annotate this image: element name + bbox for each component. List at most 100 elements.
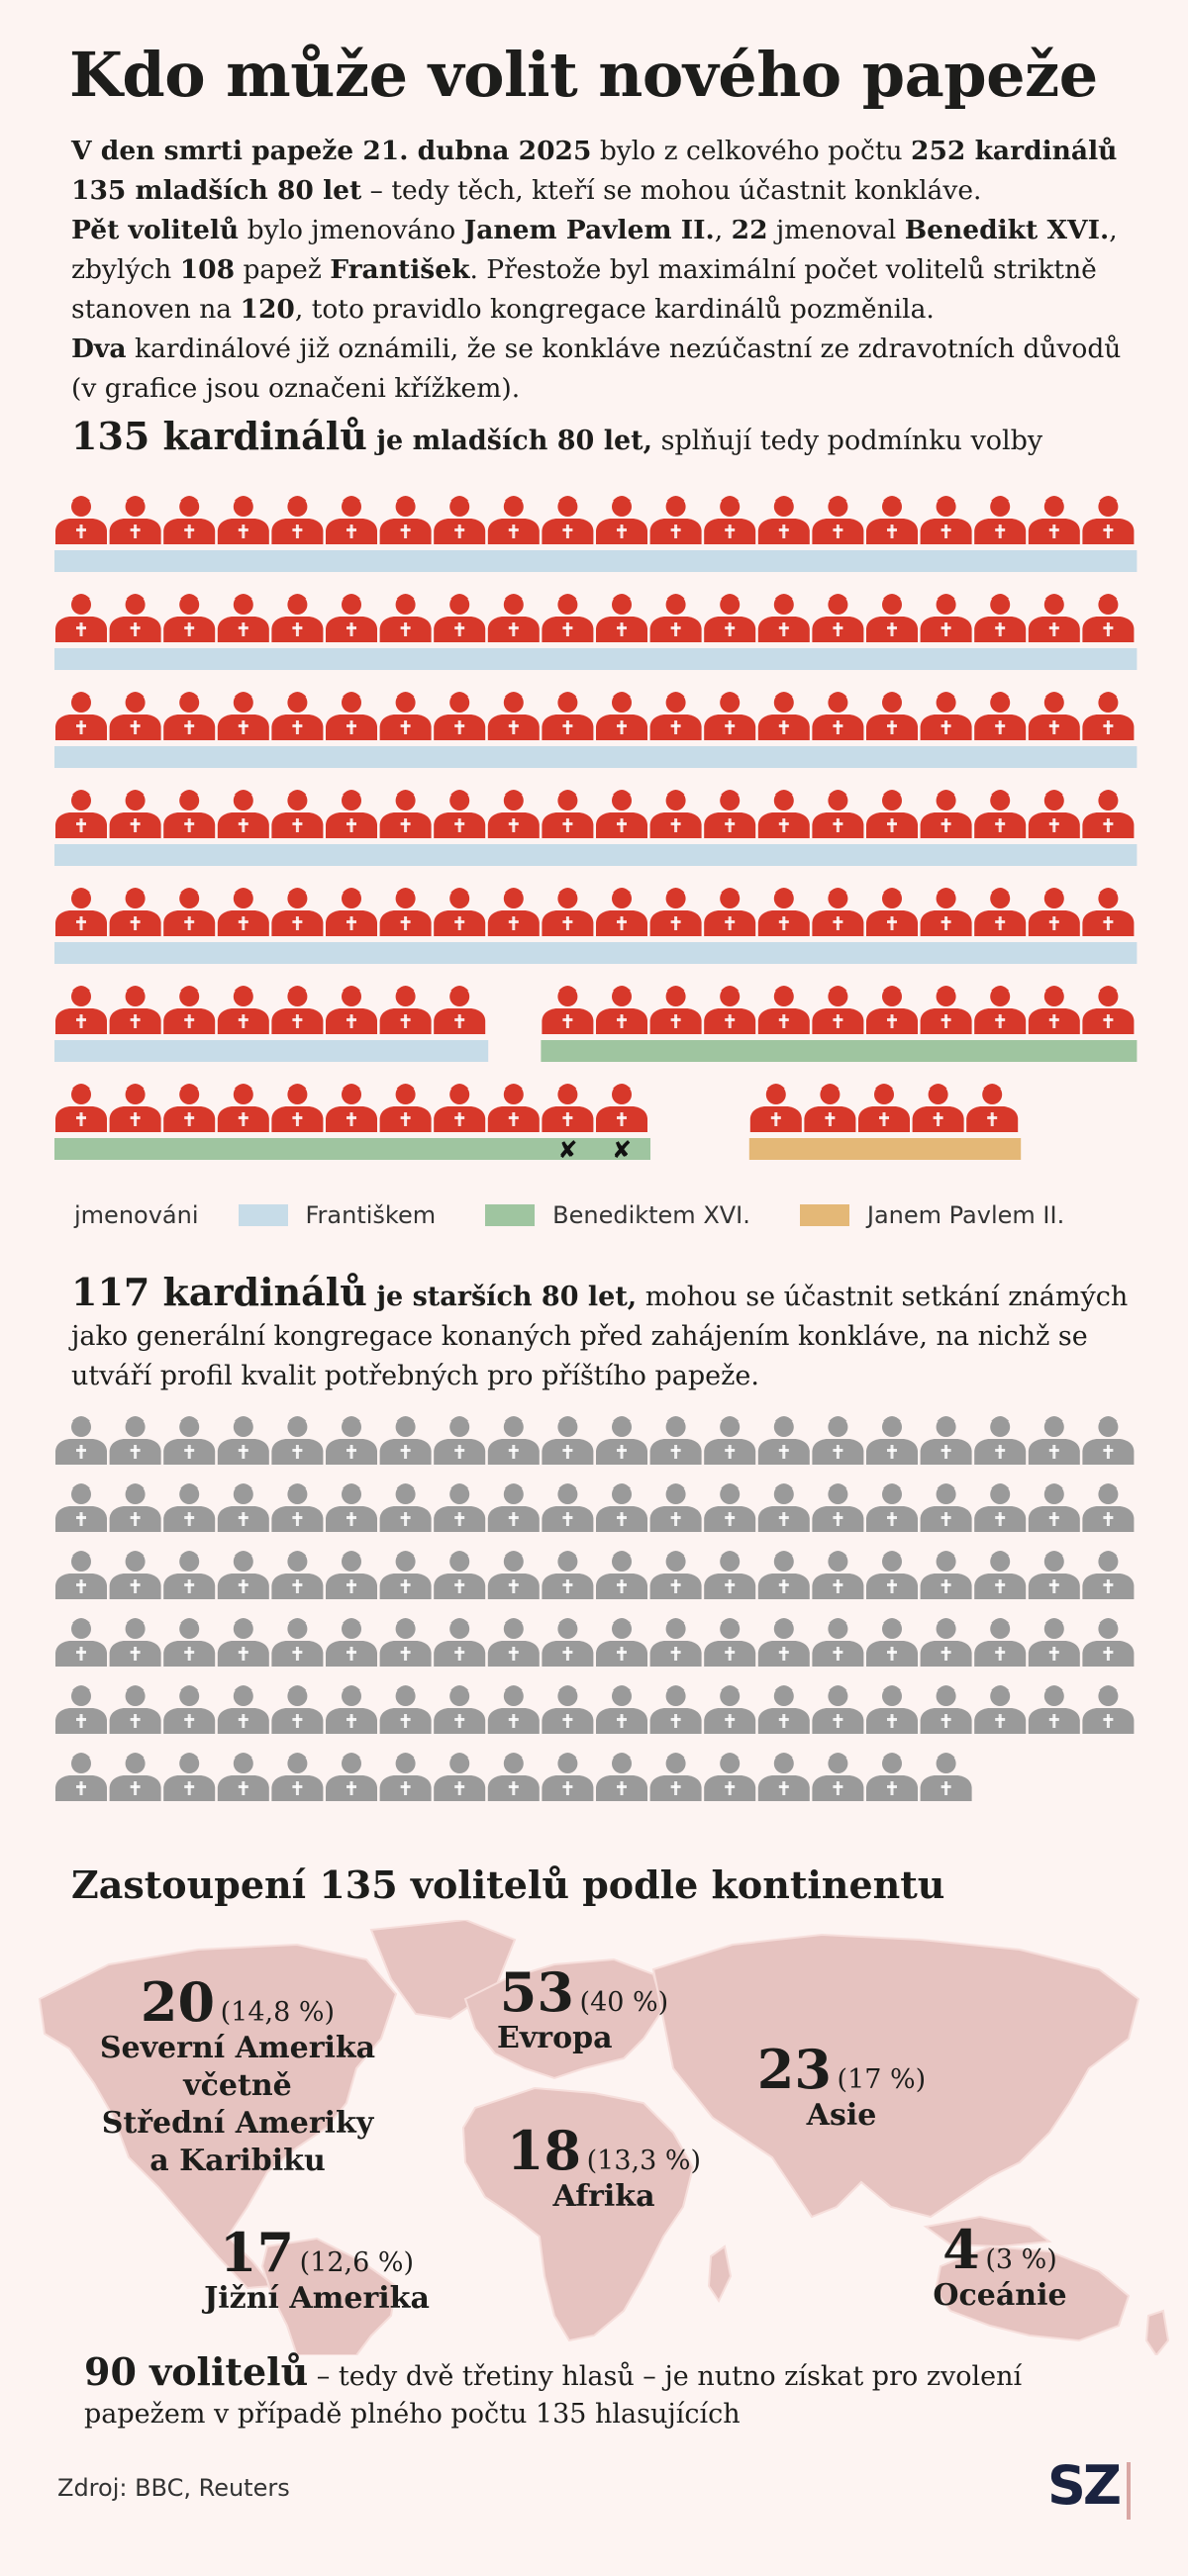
- legend-label: jmenováni: [74, 1201, 199, 1229]
- non-elector-figure: [704, 1483, 756, 1532]
- elector-figure: [379, 790, 432, 838]
- elector-figure: [542, 594, 594, 642]
- non-elector-figure: [974, 1551, 1027, 1599]
- elector-figure: [217, 1084, 269, 1132]
- elector-figure: [704, 594, 756, 642]
- elector-figure: [596, 496, 647, 544]
- intro-run: kardinálové již oznámili, že se konkláve…: [71, 334, 1122, 404]
- non-elector-figure: [434, 1685, 486, 1734]
- non-elector-figure: [866, 1618, 918, 1667]
- elector-figure: [596, 888, 647, 936]
- north-america-percent: (14,8 %): [220, 1997, 336, 2028]
- elector-figure: [487, 496, 540, 544]
- intro-text: V den smrti papeže 21. dubna 2025 bylo z…: [71, 132, 1140, 409]
- francis-bar: [54, 746, 1138, 768]
- elector-figure: [379, 986, 432, 1034]
- elector-figure: [217, 496, 269, 544]
- elector-figure: [812, 986, 864, 1034]
- non-elector-figure: [55, 1753, 107, 1801]
- elector-figure: [912, 1084, 964, 1132]
- north-america-name-4: a Karibiku: [149, 2144, 326, 2178]
- elector-figure: [163, 888, 216, 936]
- north-america-name: Severní Amerika: [99, 2031, 376, 2065]
- non-elector-figure: [704, 1753, 756, 1801]
- elector-figure: [326, 1084, 377, 1132]
- non-elector-figure: [866, 1483, 918, 1532]
- non-elector-figure: [163, 1416, 216, 1465]
- electors-heading: 135 kardinálů je mladších 80 let, splňuj…: [71, 417, 1042, 461]
- elector-figure: [542, 692, 594, 740]
- electors-pictogram: ✘ ✘: [54, 496, 1138, 1164]
- asia-percent: (17 %): [837, 2064, 927, 2095]
- north-america-name-2: včetně: [183, 2068, 292, 2103]
- intro-run: Dva: [71, 334, 127, 364]
- elector-figure: [109, 496, 161, 544]
- elector-figure: [757, 790, 810, 838]
- non-elector-figure: [326, 1551, 377, 1599]
- legend-swatch-benedict: [485, 1204, 536, 1226]
- elector-figure: [1082, 496, 1135, 544]
- elector-figure: [326, 692, 377, 740]
- elector-figure: [55, 594, 107, 642]
- south-america-count: 17: [219, 2221, 295, 2284]
- non-elector-figure: [704, 1416, 756, 1465]
- intro-run: Benedikt XVI.: [904, 215, 1110, 245]
- elector-figure: [163, 496, 216, 544]
- north-america-count: 20: [140, 1970, 216, 2034]
- elector-figure: [649, 888, 702, 936]
- non-elector-figure: [217, 1618, 269, 1667]
- intro-run: 120: [240, 294, 295, 325]
- elector-figure: [1028, 594, 1080, 642]
- intro-run: Janem Pavlem II.: [463, 215, 715, 245]
- intro-run: František: [330, 254, 470, 285]
- elector-figure: [217, 692, 269, 740]
- non-elector-figure: [649, 1483, 702, 1532]
- logo-bar: [1127, 2462, 1131, 2520]
- cross-mark-icon: ✘: [612, 1136, 632, 1164]
- non-elector-figure: [487, 1685, 540, 1734]
- benedict-bar: [54, 1138, 650, 1160]
- elector-figure: [920, 790, 972, 838]
- intro-run: Pět volitelů: [71, 215, 240, 245]
- non-elector-figure: [271, 1483, 324, 1532]
- non-elector-figure: [542, 1618, 594, 1667]
- asia-name: Asie: [806, 2098, 877, 2133]
- non-elector-figure: [596, 1551, 647, 1599]
- non-elector-figure: [379, 1618, 432, 1667]
- intro-run: ,: [714, 215, 732, 245]
- non-elector-figure: [812, 1753, 864, 1801]
- non-elector-figure: [109, 1618, 161, 1667]
- non-elector-figure: [920, 1685, 972, 1734]
- non-elector-figure: [163, 1685, 216, 1734]
- non-elector-figure: [649, 1685, 702, 1734]
- non-elector-figure: [326, 1753, 377, 1801]
- non-elector-figure: [487, 1551, 540, 1599]
- elector-figure: [1082, 692, 1135, 740]
- non-elector-figure: [757, 1685, 810, 1734]
- europe-name: Evropa: [497, 2021, 613, 2055]
- elector-figure: [487, 594, 540, 642]
- elector-figure: [704, 496, 756, 544]
- elector-figure: [487, 692, 540, 740]
- europe-percent: (40 %): [579, 1987, 669, 2018]
- elector-figure: [217, 790, 269, 838]
- asia-count: 23: [756, 2038, 832, 2101]
- non-elector-figure: [866, 1753, 918, 1801]
- non-elector-figure: [163, 1483, 216, 1532]
- elector-figure: [379, 496, 432, 544]
- oceania-count: 4: [942, 2218, 980, 2281]
- non-elector-figure: [109, 1551, 161, 1599]
- elector-figure: [1082, 888, 1135, 936]
- elector-figure: [434, 888, 486, 936]
- non-elector-figure: [974, 1618, 1027, 1667]
- elector-figure: [434, 790, 486, 838]
- elector-figure: [326, 496, 377, 544]
- intro-run: V den smrti papeže 21. dubna 2025: [71, 136, 592, 166]
- non-elector-figure: [379, 1483, 432, 1532]
- north-america-name-3: Střední Ameriky: [101, 2106, 374, 2141]
- elector-figure: [434, 496, 486, 544]
- elector-figure: [379, 888, 432, 936]
- non-elector-figure: [757, 1483, 810, 1532]
- sz-logo: SZ: [1047, 2454, 1122, 2517]
- elector-figure: [1082, 790, 1135, 838]
